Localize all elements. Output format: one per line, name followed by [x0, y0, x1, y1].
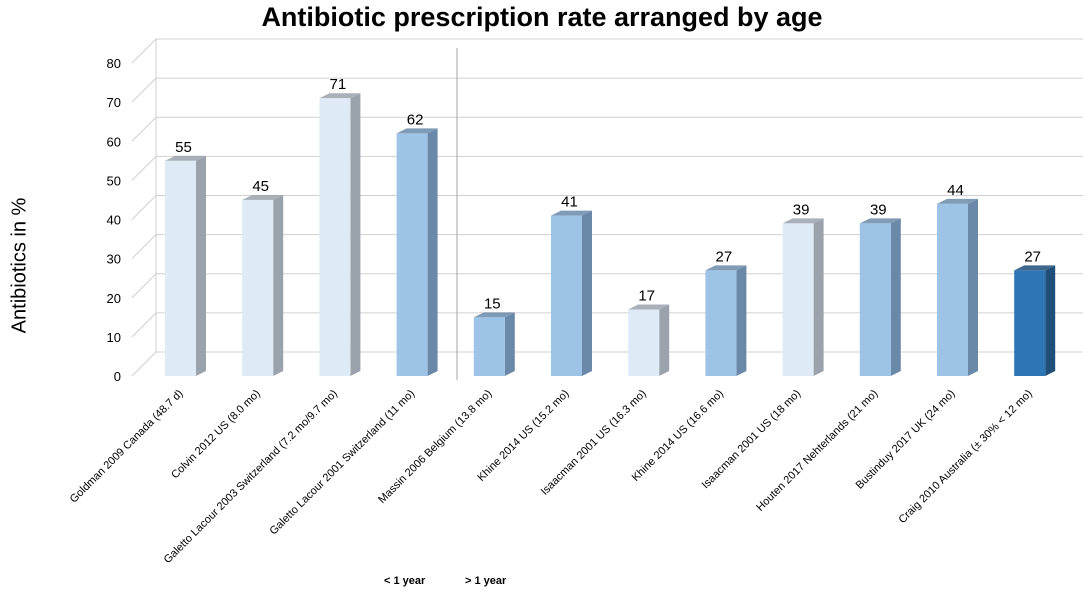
- y-tick-label-7: 70: [107, 95, 121, 110]
- bar-side-4: [504, 312, 515, 376]
- bar-top-5: [551, 210, 592, 216]
- bar-front-8: [782, 223, 814, 376]
- bar-front-10: [937, 203, 968, 376]
- data-label-4: 15: [484, 295, 501, 312]
- data-label-11: 27: [1024, 248, 1041, 265]
- gridline-perspective-2: [131, 273, 157, 299]
- bar-front-7: [705, 270, 737, 376]
- bar-side-5: [582, 210, 592, 376]
- bar-4: [473, 312, 515, 376]
- bar-0: [165, 155, 206, 376]
- bar-side-3: [427, 128, 438, 376]
- bar-side-7: [736, 265, 747, 376]
- y-tick-label-0: 0: [114, 369, 121, 384]
- bar-top-10: [937, 198, 978, 204]
- gridline-perspective-3: [131, 234, 157, 259]
- data-label-2: 71: [330, 76, 347, 93]
- bar-2: [319, 93, 361, 377]
- bar-side-10: [968, 198, 978, 376]
- gridline-perspective-0: [131, 351, 157, 377]
- gridline-perspective-1: [131, 312, 157, 338]
- bar-front-4: [473, 317, 505, 376]
- bar-side-2: [350, 93, 361, 377]
- bar-side-9: [890, 218, 901, 376]
- bar-6: [628, 304, 670, 376]
- x-tick-label-1: Colvin 2012 US (8.0 mo): [169, 388, 263, 482]
- bar-top-2: [319, 93, 361, 99]
- y-tick-label-1: 10: [107, 330, 121, 345]
- x-tick-label-0: Goldman 2009 Canada (48.7 d): [68, 388, 186, 506]
- bar-top-8: [782, 218, 824, 224]
- bar-10: [937, 198, 978, 376]
- gridline-perspective-6: [131, 116, 157, 142]
- bar-front-1: [242, 199, 274, 376]
- bar-side-1: [273, 194, 284, 376]
- bar-front-5: [551, 215, 582, 376]
- bar-top-4: [473, 312, 515, 318]
- bar-front-2: [319, 98, 351, 377]
- bar-front-11: [1014, 270, 1046, 376]
- data-label-3: 62: [407, 111, 424, 128]
- bar-top-7: [705, 265, 747, 271]
- x-tick-label-3: Galetto Lacour 2001 Switzerland (11 mo): [267, 388, 417, 538]
- data-label-7: 27: [716, 248, 733, 265]
- bar-9: [859, 218, 901, 376]
- bar-8: [782, 218, 824, 376]
- bar-front-9: [859, 223, 891, 376]
- bar-side-0: [196, 155, 206, 376]
- bar-side-8: [813, 218, 824, 376]
- legend-over-1-year: > 1 year: [465, 575, 507, 587]
- bar-3: [396, 128, 438, 376]
- legend-under-1-year: < 1 year: [384, 575, 426, 587]
- gridline-perspective-8: [131, 38, 157, 64]
- data-label-8: 39: [793, 201, 810, 218]
- bar-1: [242, 194, 284, 376]
- data-label-1: 45: [252, 178, 269, 195]
- data-label-6: 17: [638, 287, 655, 304]
- y-tick-label-2: 20: [107, 291, 121, 306]
- bar-side-11: [1045, 265, 1056, 376]
- bar-side-6: [659, 304, 670, 376]
- bar-front-6: [628, 309, 660, 376]
- gridline-perspective-5: [131, 156, 157, 181]
- y-tick-label-8: 80: [107, 56, 121, 71]
- bar-top-11: [1014, 265, 1056, 271]
- bar-top-9: [859, 218, 901, 224]
- bar-5: [551, 210, 592, 376]
- data-label-10: 44: [947, 182, 964, 199]
- x-tick-label-2: Galetto Lacour 2003 Switzerland (7.2 mo/…: [162, 388, 340, 566]
- x-tick-label-11: Craig 2010 Australia (± 30% < 12 mo): [896, 388, 1034, 526]
- y-tick-label-5: 50: [107, 173, 121, 188]
- bar-top-0: [165, 155, 206, 161]
- y-tick-label-6: 60: [107, 134, 121, 149]
- data-label-5: 41: [561, 194, 578, 211]
- bar-top-1: [242, 194, 284, 200]
- bar-front-3: [396, 133, 428, 376]
- bar-11: [1014, 265, 1056, 376]
- data-label-0: 55: [175, 139, 192, 156]
- data-label-9: 39: [870, 201, 887, 218]
- gridline-perspective-7: [131, 77, 157, 103]
- y-tick-label-4: 40: [107, 213, 121, 228]
- gridline-perspective-4: [131, 195, 157, 220]
- bar-front-0: [165, 160, 196, 376]
- bar-top-6: [628, 304, 670, 310]
- chart-title: Antibiotic prescription rate arranged by…: [261, 2, 823, 32]
- y-tick-label-3: 30: [107, 252, 121, 267]
- bar-top-3: [396, 128, 438, 134]
- x-tick-label-9: Houten 2017 Nehterlands (21 mo): [754, 388, 880, 514]
- bar-7: [705, 265, 747, 376]
